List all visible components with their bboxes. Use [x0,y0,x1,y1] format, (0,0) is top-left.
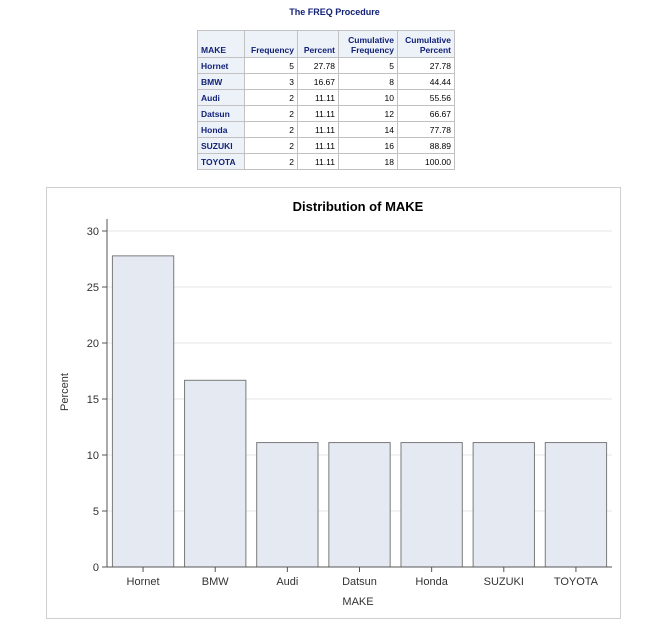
row-cum-frequency: 10 [338,89,398,106]
y-tick-label: 5 [93,506,99,518]
table-row: Datsun 2 11.11 12 66.67 [197,105,455,122]
row-cum-frequency: 16 [338,137,398,154]
x-tick-label: Honda [415,576,448,588]
header-make: MAKE [197,30,245,58]
x-axis-label: MAKE [342,596,373,608]
x-tick-label: Hornet [127,576,160,588]
bar [256,442,319,568]
row-frequency: 2 [244,153,298,170]
table-row: BMW 3 16.67 8 44.44 [197,73,455,90]
row-make: BMW [197,73,245,90]
row-cum-percent: 77.78 [397,121,455,138]
table-row: TOYOTA 2 11.11 18 100.00 [197,153,455,170]
row-percent: 11.11 [297,121,339,138]
x-tick-label: BMW [202,576,230,588]
header-frequency: Frequency [244,30,298,58]
row-make: SUZUKI [197,137,245,154]
row-frequency: 2 [244,121,298,138]
table-header-row: MAKE Frequency Percent Cumulative Freque… [197,30,455,58]
row-cum-frequency: 5 [338,57,398,74]
y-tick-labels: 0 5 10 15 20 25 30 [87,226,107,574]
y-tick-label: 30 [87,226,99,238]
y-tick-label: 15 [87,394,99,406]
row-frequency: 3 [244,73,298,90]
header-percent: Percent [297,30,339,58]
row-cum-percent: 27.78 [397,57,455,74]
row-make: TOYOTA [197,153,245,170]
bar [544,442,608,568]
bar [328,442,391,568]
x-tick-label: TOYOTA [554,576,599,588]
chart-frame [46,187,621,619]
row-cum-percent: 66.67 [397,105,455,122]
x-tick-label: Datsun [342,576,377,588]
row-make: Hornet [197,57,245,74]
x-tick-labels: Hornet BMW Audi Datsun Honda SUZUKI TOYOTA [127,567,599,588]
table-row: Audi 2 11.11 10 55.56 [197,89,455,106]
row-cum-frequency: 14 [338,121,398,138]
y-tick-label: 20 [87,338,99,350]
y-tick-label: 0 [93,562,99,574]
row-frequency: 2 [244,137,298,154]
chart-title: Distribution of MAKE [293,199,424,214]
row-frequency: 2 [244,89,298,106]
x-tick-label: SUZUKI [484,576,524,588]
y-tick-label: 10 [87,450,99,462]
row-cum-percent: 88.89 [397,137,455,154]
row-cum-frequency: 8 [338,73,398,90]
bars [111,255,608,568]
y-axis-label: Percent [59,373,71,411]
row-percent: 11.11 [297,89,339,106]
row-cum-percent: 100.00 [397,153,455,170]
header-cumulative-frequency: Cumulative Frequency [338,30,398,58]
procedure-title: The FREQ Procedure [289,7,380,17]
x-tick-label: Audi [276,576,298,588]
frequency-table: MAKE Frequency Percent Cumulative Freque… [197,30,455,170]
row-percent: 11.11 [297,137,339,154]
row-percent: 11.11 [297,153,339,170]
bar [111,255,175,568]
row-make: Datsun [197,105,245,122]
row-cum-percent: 44.44 [397,73,455,90]
row-percent: 27.78 [297,57,339,74]
bar [400,442,463,568]
y-tick-label: 25 [87,282,99,294]
table-row: SUZUKI 2 11.11 16 88.89 [197,137,455,154]
bar [184,379,247,568]
header-cumulative-percent: Cumulative Percent [397,30,455,58]
row-frequency: 2 [244,105,298,122]
row-cum-frequency: 18 [338,153,398,170]
bar [472,442,535,568]
table-row: Honda 2 11.11 14 77.78 [197,121,455,138]
